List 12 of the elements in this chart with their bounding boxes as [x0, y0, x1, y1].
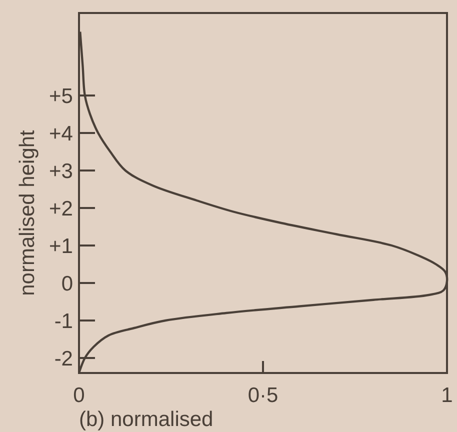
- x-tick-label: 1: [441, 384, 453, 407]
- y-tick-label: 0: [61, 272, 73, 296]
- y-tick-label: +1: [49, 234, 73, 258]
- y-tick-label: +3: [49, 160, 73, 183]
- y-tick-label: +2: [49, 197, 73, 220]
- y-axis-title: normalised height: [16, 130, 39, 296]
- x-axis-title: (b) normalised: [79, 408, 214, 431]
- y-tick-label: -1: [54, 310, 73, 333]
- y-tick-label: +5: [49, 84, 73, 108]
- y-tick-label: +4: [49, 122, 74, 146]
- y-tick-label: -2: [54, 347, 73, 370]
- x-tick-label: 0·5: [248, 384, 278, 407]
